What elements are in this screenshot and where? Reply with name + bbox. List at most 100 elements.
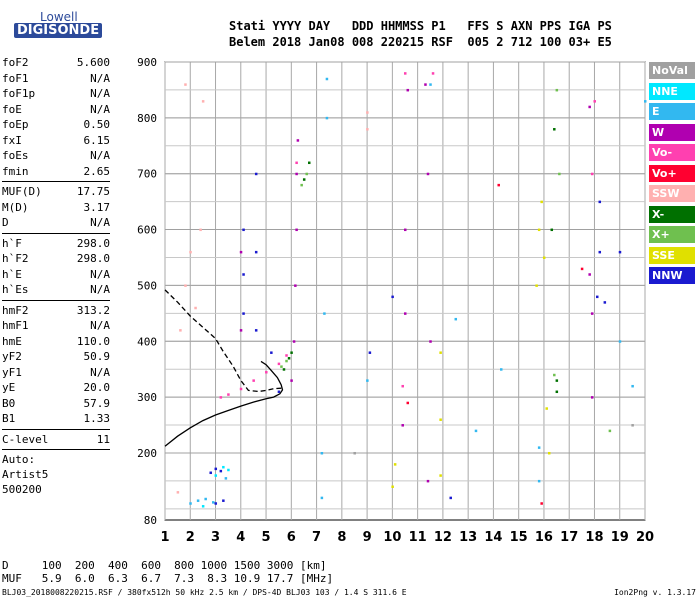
data-point-nne [227,468,230,472]
param-group-3: h`F 298.0 h`F2 298.0 h`E N/A h`Es N/A [2,236,110,298]
parameters-panel: foF2 5.600 foF1 N/A foF1p N/A foE N/A foEp 0.50 fx… [2,55,110,497]
data-point-nne [214,474,218,477]
data-point-x- [282,368,286,371]
param-label: B1 [2,412,16,425]
data-point-noval [631,424,634,427]
param-value: 313.2 [76,303,110,317]
data-point-vo- [252,379,255,382]
param-value: 57.9 [83,396,111,410]
plot-area [164,61,646,521]
data-point-e [631,384,634,388]
param-value: 1.33 [83,412,111,425]
data-point-nnw [214,467,218,471]
data-point-e [196,499,200,502]
separator [2,299,110,301]
legend-item: X+ [649,226,695,243]
data-point-nnw [277,390,281,394]
param-row: foEs N/A [2,148,110,164]
data-point-nnw [222,499,225,502]
data-point-x- [308,161,311,165]
param-value: N/A [90,365,110,379]
param-row: foF1 N/A [2,71,110,87]
autoscale-code: 500200 [2,483,42,496]
param-row: B0 57.9 [2,396,110,412]
param-label: B0 [2,396,16,410]
footer-file-info: BLJ03_2018008220215.RSF / 380fx512h 50 k… [2,588,407,597]
param-label: h`E [2,267,22,281]
y-tick-label: 80 [144,514,157,527]
data-point-e [537,446,541,449]
param-value: N/A [90,149,110,162]
data-point-e [320,496,324,500]
param-value: 6.15 [83,133,111,147]
data-point-noval [353,451,356,455]
data-point-e [429,83,432,86]
data-point-nnw [391,295,394,299]
x-tick-label: 5 [262,530,271,545]
header-block: Stati YYYY DAY DDD HHMMSS P1 FFS S AXN P… [229,18,612,50]
param-value: N/A [90,319,110,332]
param-row: foF1p N/A [2,86,110,102]
data-point-vo- [277,362,281,366]
data-point-w [590,396,594,399]
param-label: foF1 [2,71,29,85]
data-point-vo+ [540,502,543,505]
data-point-nnw [598,200,602,204]
data-point-x- [555,390,559,394]
profile-curve-solid [164,360,284,447]
chart-curves [164,289,284,447]
param-value: 20.0 [83,381,111,394]
y-tick-label: 600 [137,224,157,237]
data-point-x+ [555,88,559,92]
separator [2,181,110,182]
logo-lowell: Lowell [40,10,78,24]
x-tick-label: 2 [186,530,195,545]
data-point-nnw [598,250,602,254]
footer-version: Ion2Png v. 1.3.17 [614,588,696,597]
param-group-4: hmF2 313.2 hmF1 N/A hmE 110.0 yF2 50.9 yF1 N/A yE 2… [2,303,110,427]
param-value: N/A [90,71,110,85]
param-row: yF2 50.9 [2,349,110,365]
data-point-nnw [242,228,245,232]
data-point-e [474,429,478,433]
param-row: foE N/A [2,102,110,118]
param-label: h`F2 [2,252,29,265]
data-point-nnw [603,301,607,304]
param-row: h`F 298.0 [2,236,110,252]
data-point-x+ [608,429,612,433]
data-point-ssw [179,329,182,332]
chart-grid [164,61,646,521]
x-tick-label: 19 [611,530,629,545]
data-point-x+ [558,172,561,176]
param-value: 5.600 [76,56,110,69]
legend-item: X- [649,205,695,223]
data-point-w [424,83,427,86]
data-point-x- [553,128,556,131]
legend: NoVal NNE E W Vo- Vo+ SSW X- X+ SSE NNW [649,62,695,288]
data-point-e [644,100,647,103]
data-point-vo- [239,387,243,391]
data-point-w [295,228,298,232]
param-row: C-level 11 [2,432,110,448]
data-point-ssw [199,228,202,232]
data-point-x- [555,379,559,382]
param-row: yE 20.0 [2,380,110,396]
param-label: yE [2,381,16,394]
data-point-nnw [270,351,273,354]
data-point-sse [535,284,538,287]
x-tick-label: 3 [211,530,220,545]
data-point-e [320,451,324,455]
param-label: yF1 [2,365,22,379]
x-tick-label: 4 [236,530,245,545]
data-point-w [404,312,407,315]
header-line2: Belem 2018 Jan08 008 220215 RSF 005 2 71… [229,35,612,49]
data-point-nnw [254,172,258,176]
legend-item: Vo+ [649,164,695,182]
legend-item: E [649,103,695,120]
data-point-e [212,501,215,504]
param-label: hmF1 [2,319,29,332]
distance-row: D 100 200 400 600 800 1000 1500 3000 [km… [2,559,327,572]
param-row: h`Es N/A [2,282,110,298]
data-point-ssw [184,284,187,287]
param-row: fxI 6.15 [2,133,110,149]
